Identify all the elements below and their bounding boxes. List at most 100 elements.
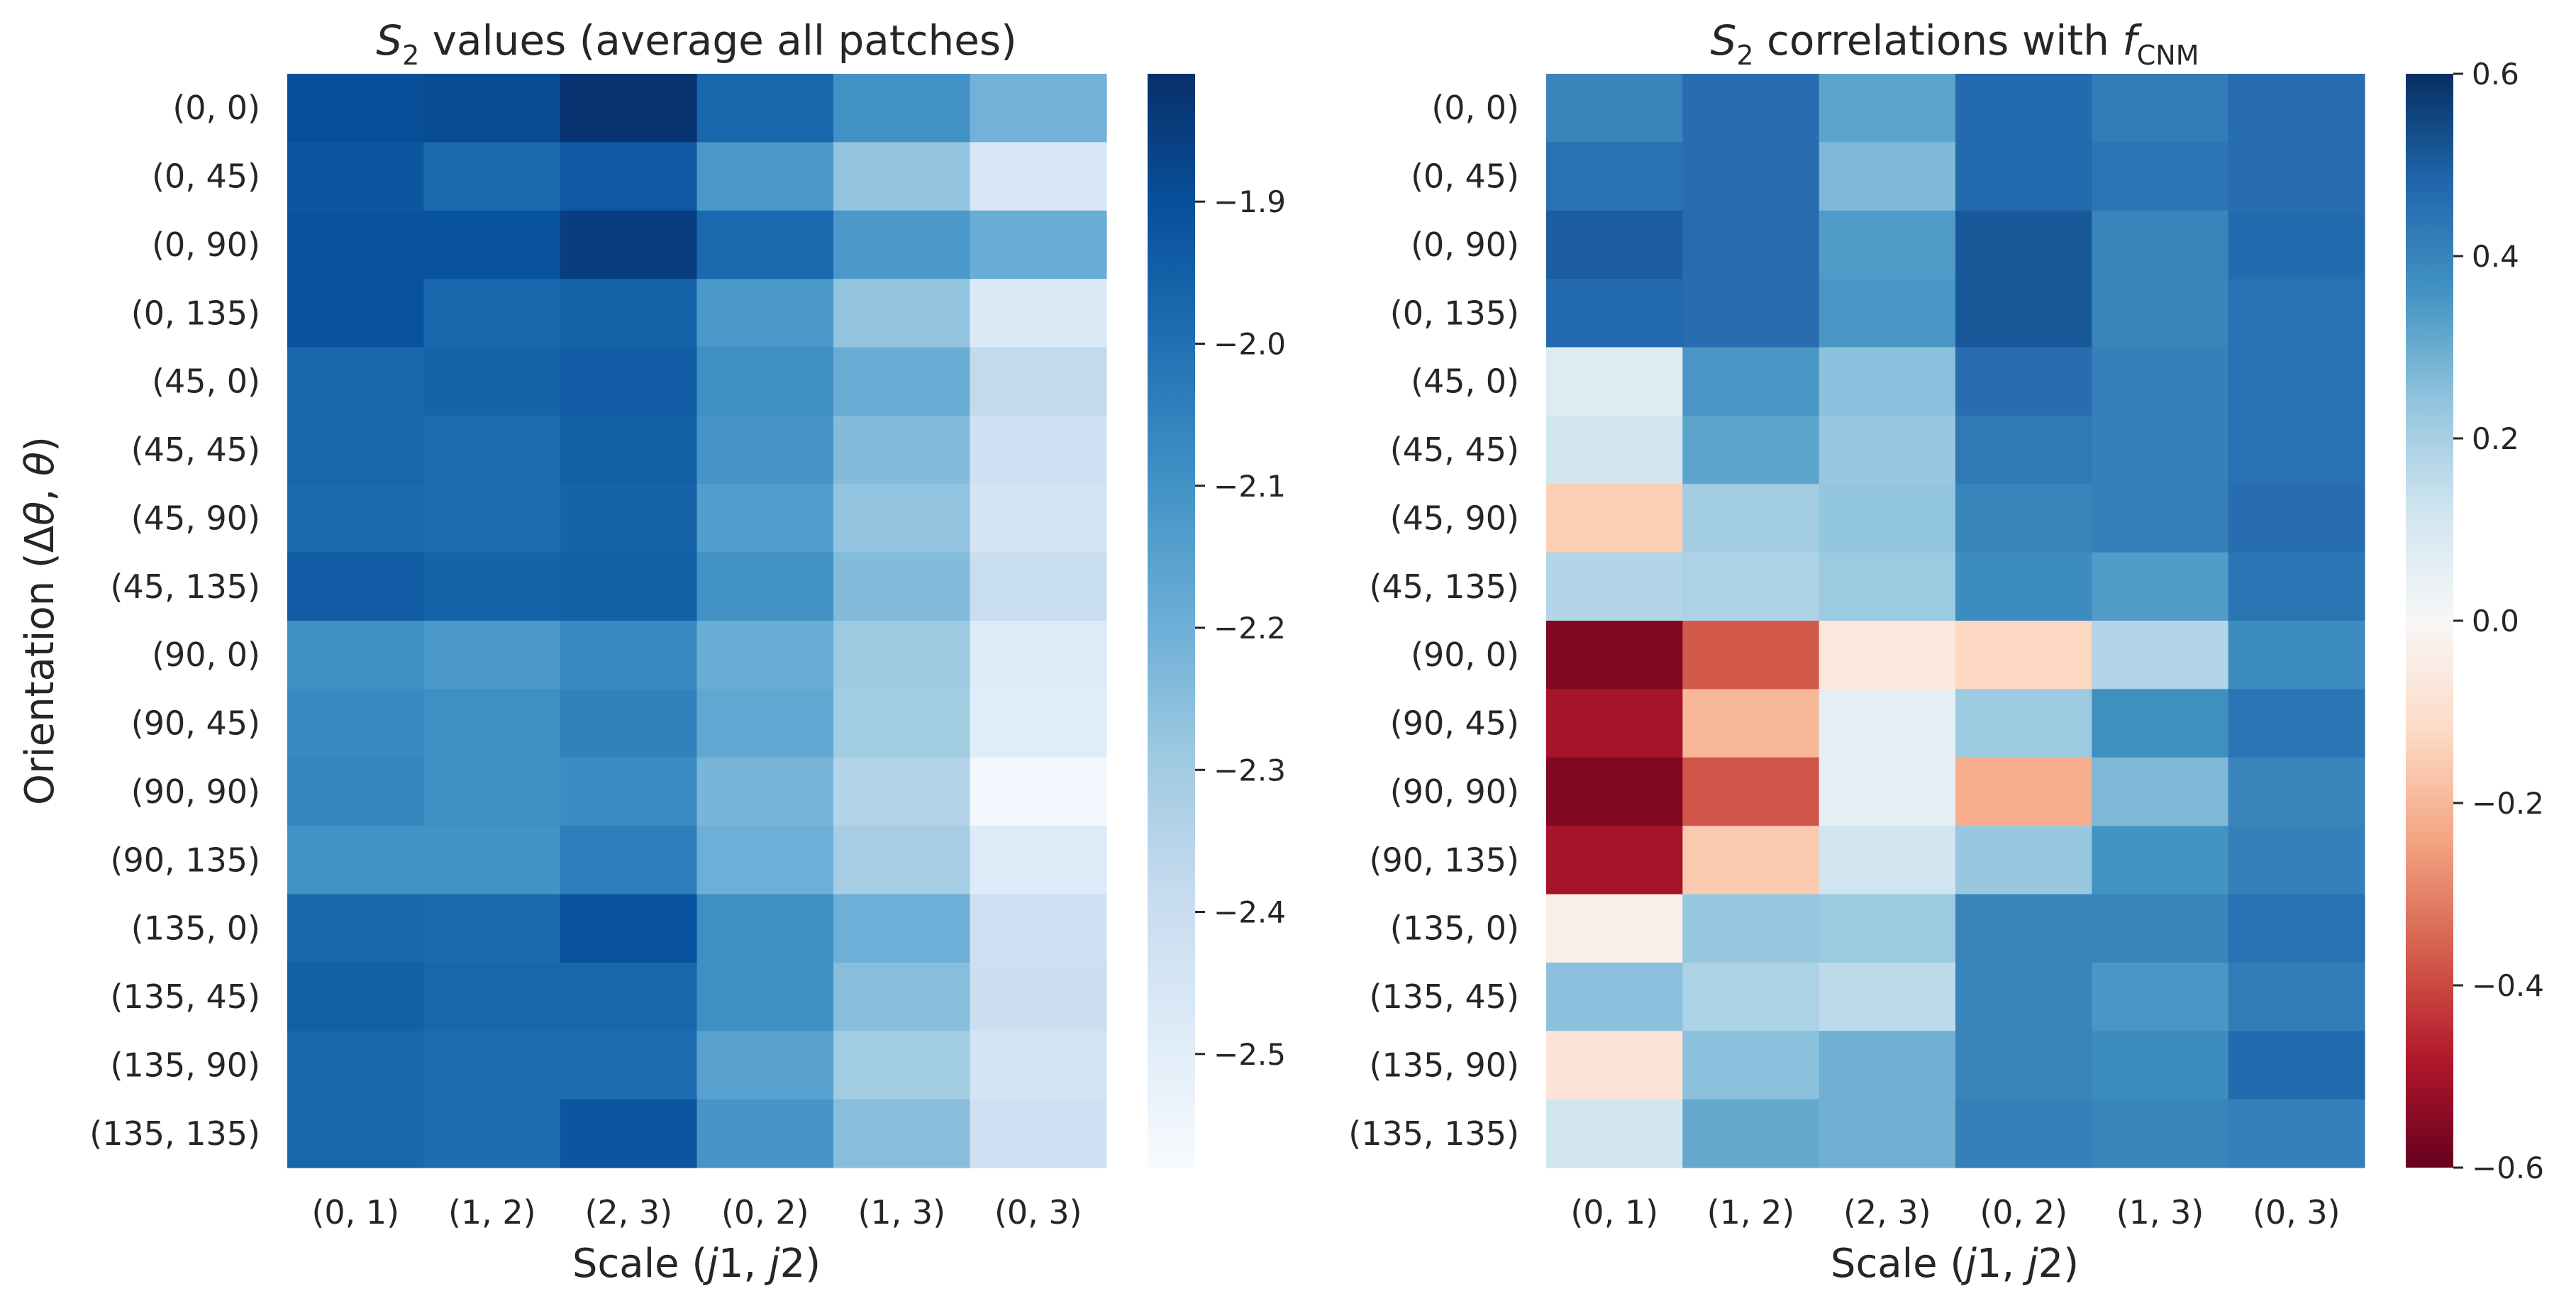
right-heatmap-cell [2092,552,2229,621]
right-heatmap-cell [1682,484,1820,553]
right-heatmap-cell [1819,962,1956,1031]
right-heatmap-cell [1546,1031,1683,1100]
left-x-tick-label: (1, 2) [448,1193,536,1231]
right-heatmap-cells [1546,74,2365,1168]
right-heatmap-cell [2092,1031,2229,1100]
left-heatmap-cell [560,894,698,963]
left-heatmap-cell [970,621,1107,690]
left-heatmap-cell [833,415,971,485]
left-heatmap-cell [970,757,1107,826]
left-heatmap-cell [423,757,561,826]
left-heatmap-cell [696,347,834,416]
left-heatmap-cell [423,1099,561,1168]
right-y-tick-label: (90, 135) [1370,841,1519,879]
right-heatmap-cell [2228,621,2365,690]
right-heatmap-cell [2092,689,2229,758]
left-heatmap-cell [560,1099,698,1168]
right-colorbar-tick-label: 0.0 [2472,604,2519,638]
left-heatmap-cell [560,689,698,758]
right-heatmap-cell [1682,894,1820,963]
right-heatmap-cell [1955,347,2092,416]
left-heatmap-cell [833,1031,971,1100]
left-heatmap-cell [696,621,834,690]
left-heatmap-panel: S2 values (average all patches) (0, 1) (1… [17,16,1286,1287]
left-heatmap-cell [970,894,1107,963]
right-heatmap-cell [1819,757,1956,826]
right-x-axis-label: Scale (j1, j2) [1831,1241,2079,1287]
right-heatmap-cell [2092,621,2229,690]
right-heatmap-cell [2228,210,2365,279]
left-heatmap-cell [833,826,971,895]
left-colorbar-tick-label: −2.2 [1214,611,1286,646]
right-heatmap-cell [1682,689,1820,758]
left-heatmap-cell [287,826,425,895]
left-heatmap-cell [970,279,1107,348]
left-heatmap-cell [696,415,834,485]
right-heatmap-cell [1819,74,1956,143]
left-y-tick-label: (45, 45) [131,431,260,469]
right-heatmap-cell [1546,142,1683,211]
right-heatmap-cell [1546,279,1683,348]
right-heatmap-cell [2092,962,2229,1031]
left-heatmap-cell [970,552,1107,621]
left-heatmap-cell [696,279,834,348]
left-y-axis-label: Orientation (Δθ, θ) [17,436,63,805]
right-title: S2 correlations with fCNM [1711,16,2199,71]
left-y-tick-label: (45, 135) [111,568,260,606]
right-heatmap-cell [1819,415,1956,485]
left-colorbar-tick-label: −2.4 [1214,895,1286,930]
right-heatmap-cell [2228,689,2365,758]
right-y-tick-label: (0, 45) [1411,157,1519,196]
right-heatmap-cell [2228,894,2365,963]
right-heatmap-cell [1682,552,1820,621]
left-heatmap-cells [287,74,1107,1168]
right-heatmap-cell [1819,1099,1956,1168]
left-heatmap-cell [833,279,971,348]
left-colorbar-tick-label: −2.1 [1214,469,1286,504]
left-colorbar: −1.9 −2.0 −2.1 −2.2 −2.3 −2.4 −2.5 [1148,74,1286,1168]
left-y-tick-label: (90, 0) [152,636,260,674]
left-heatmap-cell [423,279,561,348]
left-heatmap-cell [970,1031,1107,1100]
left-heatmap-cell [423,552,561,621]
left-y-tick-label: (90, 45) [131,704,260,743]
right-heatmap-cell [1682,962,1820,1031]
left-heatmap-cell [423,962,561,1031]
left-heatmap-cell [970,347,1107,416]
right-heatmap-cell [2092,826,2229,895]
left-heatmap-cell [287,347,425,416]
left-heatmap-cell [696,552,834,621]
left-heatmap-cell [423,484,561,553]
left-heatmap-cell [423,689,561,758]
right-y-tick-labels: (0, 0) (0, 45) (0, 90) (0, 135) (45, 0) (45, … [1348,89,1519,1153]
right-heatmap-cell [1546,347,1683,416]
left-y-tick-label: (0, 0) [172,89,260,127]
left-heatmap-cell [696,757,834,826]
right-y-tick-label: (90, 90) [1390,773,1519,811]
right-y-tick-label: (90, 45) [1390,704,1519,743]
left-y-tick-label: (45, 0) [152,362,260,401]
left-heatmap-cell [560,962,698,1031]
right-y-tick-label: (45, 45) [1390,431,1519,469]
right-colorbar-tick-label: 0.6 [2472,57,2519,92]
right-heatmap-cell [2092,74,2229,143]
right-y-tick-label: (45, 135) [1370,568,1519,606]
left-heatmap-cell [696,1099,834,1168]
left-heatmap-cell [970,142,1107,211]
left-heatmap-cell [287,142,425,211]
left-heatmap-cell [833,347,971,416]
right-colorbar-tick-label: −0.6 [2472,1151,2544,1185]
right-heatmap-cell [1682,757,1820,826]
right-x-tick-label: (1, 3) [2116,1193,2204,1231]
right-heatmap-cell [1819,1031,1956,1100]
left-heatmap-cell [560,826,698,895]
left-heatmap-cell [833,552,971,621]
left-heatmap-cell [423,142,561,211]
right-heatmap-cell [1819,142,1956,211]
left-y-tick-label: (135, 0) [131,909,260,948]
right-heatmap-panel: S2 correlations with fCNM (0, 1) (1, 2) (2… [1348,16,2544,1287]
left-heatmap-cell [833,1099,971,1168]
left-colorbar-tick-label: −2.3 [1214,753,1286,787]
left-y-tick-label: (90, 90) [131,773,260,811]
right-y-tick-label: (135, 90) [1370,1046,1519,1084]
